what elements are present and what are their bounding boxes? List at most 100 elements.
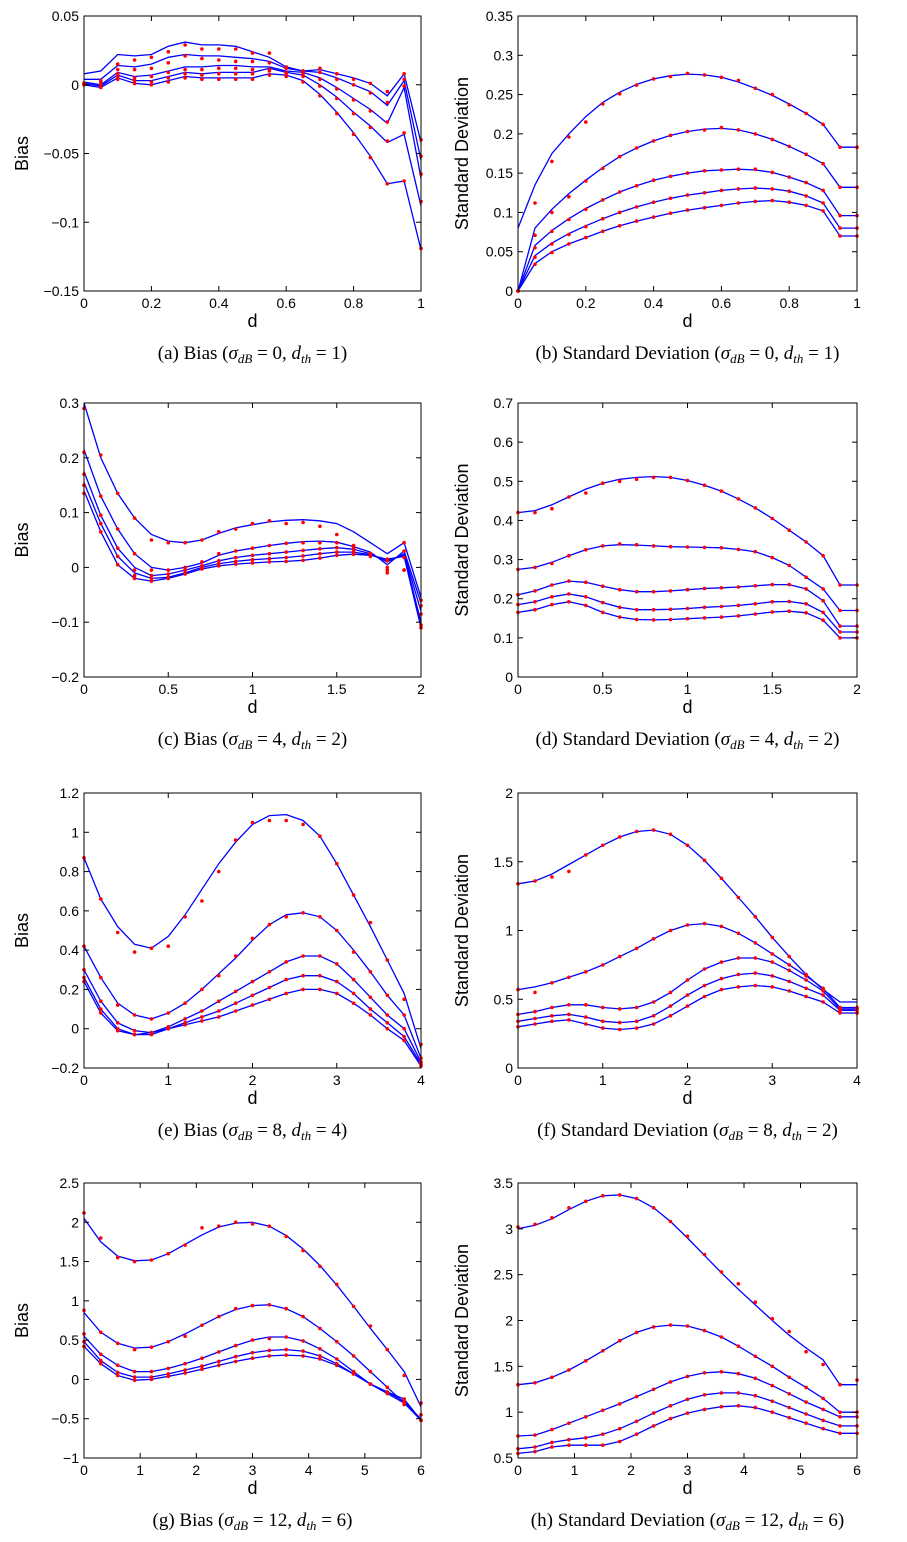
- panel-caption: (c) Bias (σdB = 4, dth = 2): [158, 729, 347, 752]
- sim-point: [284, 72, 289, 76]
- sim-point: [601, 1026, 605, 1030]
- sim-point: [685, 587, 690, 592]
- sim-point: [132, 1032, 137, 1037]
- sim-point: [685, 71, 690, 76]
- sim-point: [284, 818, 289, 823]
- sim-point: [702, 994, 707, 999]
- sim-point: [99, 1011, 103, 1015]
- sim-point: [685, 193, 690, 197]
- sim-point: [601, 1432, 605, 1436]
- sim-point: [685, 606, 690, 611]
- sim-point: [267, 985, 272, 990]
- sim-point: [132, 1369, 137, 1374]
- y-tick-label: −0.15: [44, 283, 80, 299]
- y-tick-label: 0: [71, 1021, 79, 1037]
- sim-point: [533, 510, 537, 515]
- sim-point: [567, 1018, 571, 1022]
- sim-point: [617, 835, 622, 839]
- sim-point: [753, 506, 758, 510]
- sim-point: [533, 879, 537, 883]
- sim-point: [821, 993, 825, 997]
- x-axis-label: d: [247, 311, 257, 331]
- y-tick-label: 0: [71, 77, 79, 93]
- sim-point: [804, 1421, 808, 1425]
- model-curve-3: [83, 471, 422, 612]
- panel-b: 0 0.2 0.4 0.6 0.8 1 0 0.05 0.1 0.15 0.2 0.25 0.3 0.35…: [452, 8, 861, 366]
- sim-point: [200, 77, 204, 82]
- sim-point: [200, 899, 204, 903]
- sim-point: [149, 946, 154, 950]
- sim-point: [533, 600, 537, 604]
- sim-point: [736, 895, 741, 900]
- sim-point: [200, 73, 204, 77]
- y-tick-label: 0.1: [494, 204, 514, 220]
- y-tick-label: 0: [71, 1371, 79, 1387]
- sim-point: [250, 1338, 255, 1342]
- sim-point: [668, 1014, 673, 1018]
- sim-point: [99, 1358, 103, 1363]
- sim-point: [702, 1371, 707, 1375]
- sim-point: [402, 568, 406, 572]
- sim-point: [284, 991, 289, 996]
- sim-point: [200, 538, 204, 542]
- sim-point: [267, 61, 272, 65]
- sim-point: [217, 1350, 221, 1354]
- sim-point: [301, 72, 305, 76]
- y-tick-label: 0.25: [486, 87, 513, 103]
- sim-point: [301, 74, 305, 79]
- sim-point: [770, 187, 775, 191]
- sim-point: [702, 586, 707, 591]
- sim-point: [267, 1303, 272, 1307]
- sim-point: [584, 603, 588, 608]
- sim-point: [183, 1001, 187, 1005]
- sim-point: [166, 76, 171, 80]
- sim-point: [584, 1436, 588, 1440]
- sim-point: [753, 167, 758, 171]
- sim-point: [335, 1339, 339, 1344]
- sim-point: [550, 1445, 554, 1449]
- sim-point: [335, 550, 339, 554]
- sim-point: [838, 234, 842, 238]
- sim-point: [267, 1336, 272, 1341]
- sim-point: [99, 453, 103, 457]
- sim-point: [301, 69, 305, 73]
- sim-point: [584, 548, 588, 552]
- x-tick-label: 0.6: [712, 295, 732, 311]
- sim-point: [787, 144, 791, 149]
- sim-point: [668, 74, 673, 79]
- sim-point: [584, 1015, 588, 1019]
- sim-point: [753, 983, 758, 988]
- sim-point: [183, 915, 187, 919]
- sim-point: [719, 546, 724, 550]
- sim-point: [368, 81, 373, 86]
- sim-point: [634, 205, 639, 209]
- sim-point: [753, 199, 758, 204]
- sim-point: [719, 1335, 724, 1339]
- sim-point: [402, 1026, 406, 1031]
- sim-point: [821, 587, 825, 591]
- sim-point: [753, 584, 758, 588]
- y-tick-label: −0.1: [51, 214, 79, 230]
- sim-point: [533, 201, 537, 205]
- sim-point: [838, 1410, 842, 1414]
- y-tick-label: 0.3: [60, 395, 80, 411]
- y-tick-label: 1: [71, 1293, 79, 1309]
- sim-point: [166, 540, 171, 545]
- sim-point: [770, 1410, 775, 1414]
- sim-point: [351, 111, 356, 116]
- sim-point: [651, 475, 656, 480]
- sim-point: [601, 198, 605, 202]
- sim-point: [584, 491, 588, 495]
- sim-point: [233, 555, 238, 560]
- sim-point: [301, 1349, 305, 1353]
- sim-point: [685, 1324, 690, 1328]
- sim-point: [719, 125, 724, 130]
- sim-point: [601, 610, 605, 615]
- sim-point: [719, 615, 724, 619]
- sim-point: [770, 960, 775, 964]
- sim-point: [351, 77, 356, 82]
- y-axis-label: Standard Deviation: [452, 1244, 472, 1397]
- sim-point: [368, 109, 373, 113]
- sim-point: [550, 159, 554, 164]
- y-tick-label: 0.35: [486, 8, 513, 24]
